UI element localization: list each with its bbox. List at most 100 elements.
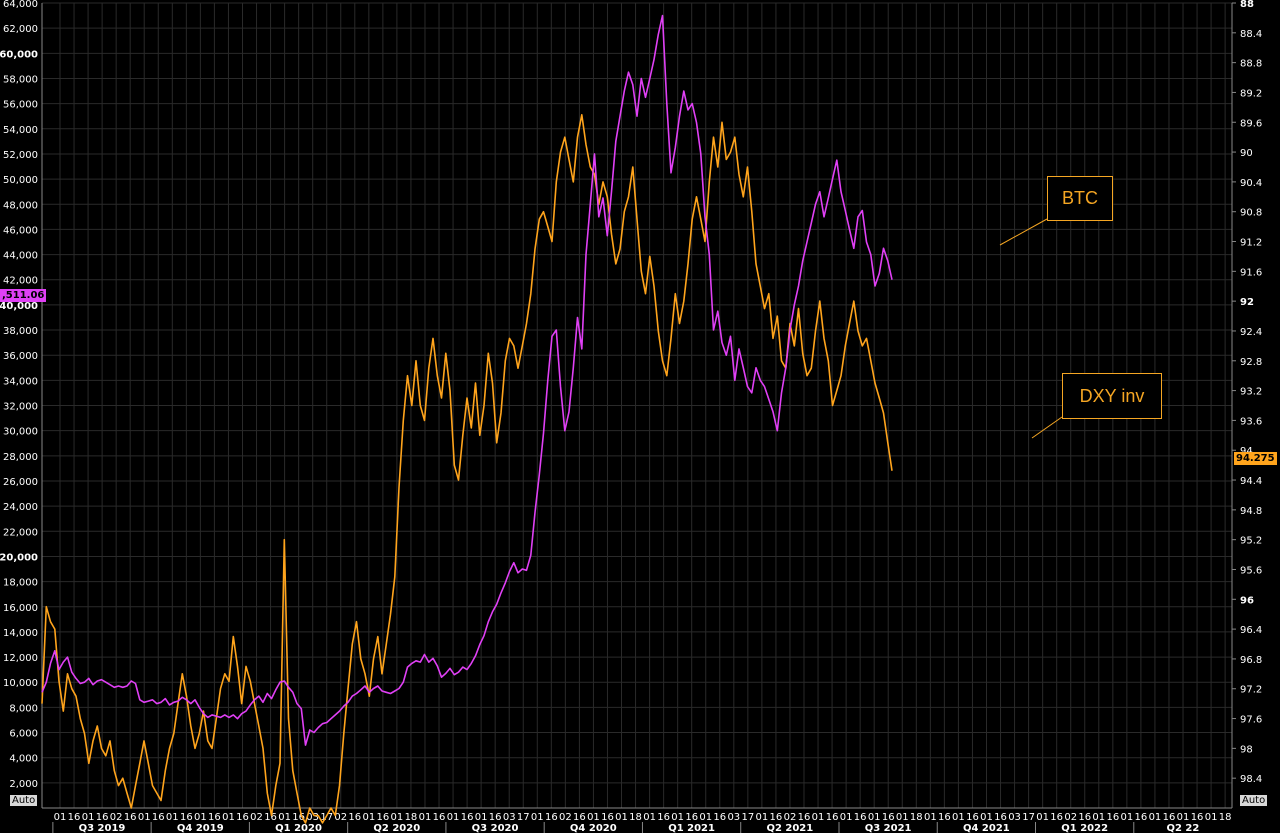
x-axis-day-label: 01 (166, 812, 179, 823)
x-axis-day-label: 16 (770, 812, 783, 823)
x-axis-day-label: 01 (194, 812, 207, 823)
left-axis-tick-label: 28,000 (3, 452, 38, 463)
x-axis-day-label: 16 (882, 812, 895, 823)
left-axis-tick-label: 52,000 (3, 150, 38, 161)
x-axis-day-label: 16 (657, 812, 670, 823)
x-axis-day-label: 17 (741, 812, 754, 823)
left-axis-tick-label: 46,000 (3, 225, 38, 236)
x-axis-day-label: 16 (152, 812, 165, 823)
btc-callout-box: BTC (1047, 176, 1113, 221)
right-axis-tick-label: 91.2 (1240, 238, 1262, 249)
x-axis-day-label: 01 (278, 812, 291, 823)
x-axis-day-label: 16 (377, 812, 390, 823)
x-axis-day-label: 01 (362, 812, 375, 823)
left-axis-tick-label: 26,000 (3, 477, 38, 488)
left-axis-tick-label: 56,000 (3, 100, 38, 111)
right-axis-tick-label: 96.8 (1240, 655, 1262, 666)
x-axis-day-label: 01 (222, 812, 235, 823)
x-axis-day-label: 17 (320, 812, 333, 823)
x-axis-day-label: 18 (405, 812, 418, 823)
x-axis-day-label: 16 (208, 812, 221, 823)
x-axis-day-label: 16 (348, 812, 361, 823)
right-axis-tick-label: 92 (1240, 297, 1254, 308)
x-axis-quarter-label: Q1 2021 (668, 823, 715, 833)
left-axis-tick-label: 36,000 (3, 351, 38, 362)
x-axis-day-label: 16 (713, 812, 726, 823)
right-axis-tick-label: 97.2 (1240, 685, 1262, 696)
x-axis-day-label: 03 (1008, 812, 1021, 823)
x-axis-day-label: 16 (489, 812, 502, 823)
left-axis-tick-label: 54,000 (3, 125, 38, 136)
x-axis-day-label: 02 (334, 812, 347, 823)
x-axis-day-label: 01 (138, 812, 151, 823)
auto-scale-right-button[interactable]: Auto (1240, 795, 1268, 806)
right-axis-tick-label: 93.2 (1240, 387, 1262, 398)
x-axis-day-label: 01 (812, 812, 825, 823)
right-axis-tick-label: 98.4 (1240, 774, 1262, 785)
x-axis-day-label: 16 (798, 812, 811, 823)
right-axis-tick-label: 90.4 (1240, 178, 1262, 189)
x-axis-day-label: 01 (475, 812, 488, 823)
right-axis-tick-label: 93.6 (1240, 416, 1262, 427)
dxy-callout-box: DXY inv (1062, 373, 1162, 419)
x-axis-day-label: 16 (1050, 812, 1063, 823)
right-axis-tick-label: 97.6 (1240, 715, 1262, 726)
dxy-last-value-badge: ,511.06 (0, 289, 47, 302)
x-axis-day-label: 16 (826, 812, 839, 823)
left-axis-tick-label: 4,000 (9, 754, 38, 765)
x-axis-day-label: 16 (601, 812, 614, 823)
right-axis-tick-label: 90.8 (1240, 208, 1262, 219)
right-axis-tick-label: 95.2 (1240, 536, 1262, 547)
x-axis-day-label: 16 (124, 812, 137, 823)
x-axis-quarter-label: Q1 2022 (1061, 823, 1108, 833)
x-axis-day-label: 01 (447, 812, 460, 823)
right-axis-tick-label: 90 (1240, 148, 1253, 159)
x-axis-day-label: 17 (517, 812, 530, 823)
x-axis-day-label: 01 (1149, 812, 1162, 823)
left-axis-tick-label: 16,000 (3, 603, 38, 614)
x-axis-day-label: 16 (68, 812, 81, 823)
dxy-callout-leader (1031, 416, 1063, 439)
btc-callout-leader (999, 218, 1048, 246)
left-axis-tick-label: 22,000 (3, 527, 38, 538)
left-axis-tick-label: 12,000 (3, 653, 38, 664)
left-axis-tick-label: 2,000 (9, 779, 38, 790)
left-axis-tick-label: 40,000 (0, 301, 38, 312)
right-axis-tick-label: 94.8 (1240, 506, 1262, 517)
dxy-callout-label: DXY inv (1079, 385, 1145, 406)
right-axis-tick-label: 96 (1240, 595, 1254, 606)
x-axis-day-label: 16 (966, 812, 979, 823)
x-axis-day-label: 01 (391, 812, 404, 823)
right-axis-tick-label: 95.6 (1240, 565, 1262, 576)
x-axis-day-label: 01 (924, 812, 937, 823)
x-axis-day-label: 02 (110, 812, 123, 823)
x-axis-quarter-label: Q4 2020 (570, 823, 617, 833)
x-axis-day-label: 01 (1092, 812, 1105, 823)
x-axis-day-label: 16 (685, 812, 698, 823)
x-axis-day-label: 03 (306, 812, 319, 823)
x-axis-day-label: 16 (1163, 812, 1176, 823)
left-axis-tick-label: 64,000 (3, 0, 38, 10)
x-axis-day-label: 01 (699, 812, 712, 823)
x-axis-day-label: 01 (980, 812, 993, 823)
x-axis-quarter-label: Q3 2020 (472, 823, 519, 833)
x-axis-day-label: 16 (573, 812, 586, 823)
right-axis-tick-label: 92.8 (1240, 357, 1262, 368)
right-axis-tick-label: 94.4 (1240, 476, 1262, 487)
auto-scale-left-button[interactable]: Auto (10, 795, 38, 806)
right-axis-tick-label: 98 (1240, 744, 1253, 755)
x-axis-day-label: 01 (952, 812, 965, 823)
grid-lines (42, 2, 1232, 808)
x-axis-quarter-label: Q2 2021 (766, 823, 813, 833)
x-axis-day-label: 01 (1177, 812, 1190, 823)
x-axis-day-label: 16 (1078, 812, 1091, 823)
right-axis-tick-label: 96.4 (1240, 625, 1262, 636)
btc-series-line (41, 114, 893, 824)
x-axis-day-label: 17 (1022, 812, 1035, 823)
x-axis-day-label: 01 (756, 812, 769, 823)
x-axis-day-label: 03 (503, 812, 516, 823)
x-axis-quarter-label: Q3 2019 (79, 823, 126, 833)
x-axis-day-label: 01 (671, 812, 684, 823)
x-axis-day-label: 02 (250, 812, 263, 823)
